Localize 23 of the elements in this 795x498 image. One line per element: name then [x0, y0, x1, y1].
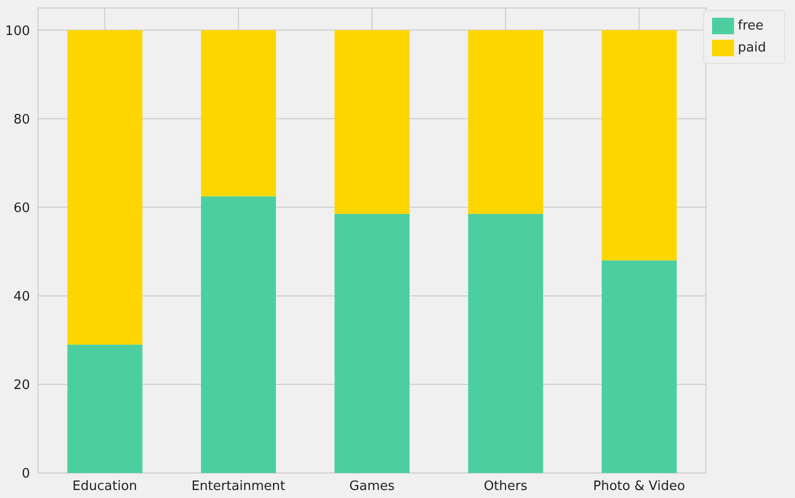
x-tick-label: Education: [72, 479, 138, 494]
y-tick-label: 80: [13, 112, 30, 128]
x-tick-label: Games: [349, 479, 395, 494]
x-tick-label: Others: [484, 479, 528, 494]
bar: [468, 30, 544, 214]
y-tick-label: 0: [22, 466, 30, 482]
legend-label: paid: [738, 40, 766, 56]
x-tick-label: Photo & Video: [593, 479, 686, 494]
bar: [334, 30, 410, 214]
bar: [200, 196, 276, 473]
y-tick-label: 100: [5, 24, 30, 39]
y-tick-label: 40: [13, 289, 30, 304]
bar: [67, 30, 142, 345]
bar: [67, 344, 142, 473]
bar: [602, 30, 677, 260]
bar: [200, 30, 276, 196]
x-tick-label: Entertainment: [191, 479, 286, 494]
y-tick-label: 60: [13, 200, 30, 216]
y-tick-label: 20: [13, 378, 30, 394]
bar: [602, 260, 677, 473]
bar: [334, 214, 410, 473]
bar: [468, 214, 544, 473]
legend-label: free: [738, 18, 764, 34]
